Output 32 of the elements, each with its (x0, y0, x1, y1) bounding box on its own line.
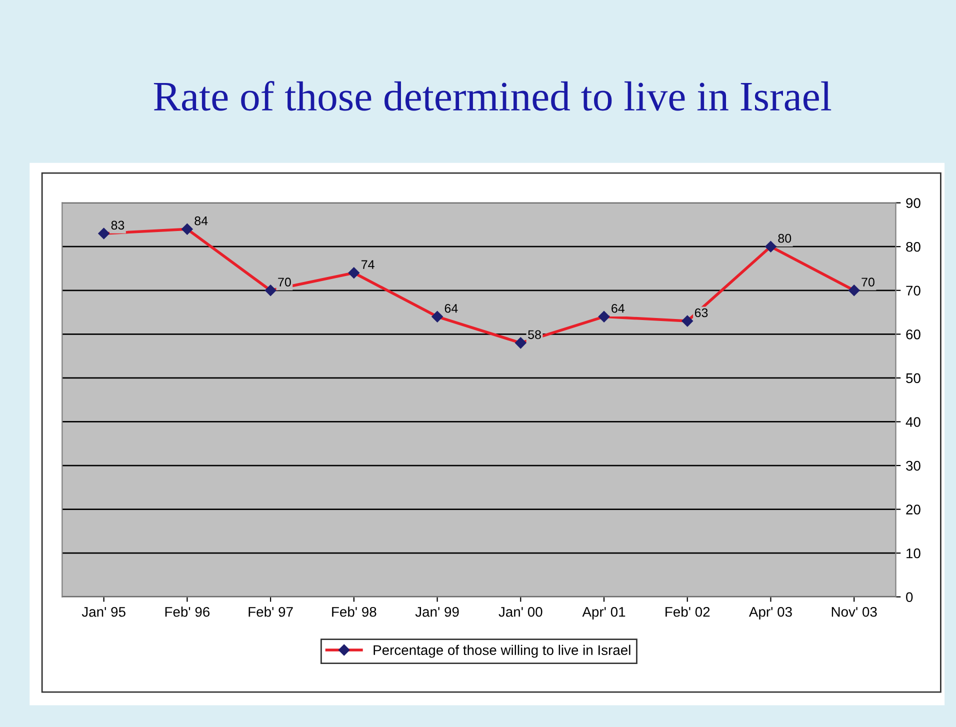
data-label: 70 (278, 278, 291, 287)
chart-title: Rate of those determined to live in Israel (154, 81, 832, 111)
y-tick-label: 0 (906, 592, 913, 602)
x-tick-label: Feb' 96 (165, 606, 210, 617)
x-tick-label: Apr' 01 (582, 606, 626, 620)
y-tick-label: 70 (906, 286, 920, 296)
y-tick-label: 10 (906, 548, 920, 558)
y-tick-label: 90 (906, 198, 920, 208)
data-label: 64 (612, 304, 624, 313)
y-tick-label: 80 (906, 242, 920, 252)
y-tick-label: 60 (906, 330, 920, 340)
data-label: 63 (694, 308, 708, 318)
data-label: 83 (111, 220, 124, 230)
data-label: 64 (444, 304, 458, 313)
data-label: 58 (528, 330, 541, 340)
x-tick-label: Feb' 97 (248, 606, 293, 617)
data-label: 74 (361, 260, 374, 269)
data-label: 80 (778, 234, 792, 243)
y-tick-label: 50 (906, 373, 920, 384)
x-tick-label: Feb' 02 (666, 606, 710, 617)
x-tick-label: Feb' 98 (332, 606, 376, 617)
x-tick-label: Jan' 99 (415, 606, 459, 617)
data-label: 70 (862, 278, 874, 287)
x-tick-label: Jan' 00 (498, 606, 542, 617)
legend-label: Percentage of those willing to live in Israel (374, 644, 630, 658)
y-tick-label: 30 (906, 460, 920, 471)
x-tick-label: Nov' 03 (832, 606, 877, 617)
x-tick-label: Apr' 03 (748, 606, 792, 620)
x-tick-label: Jan' 95 (82, 606, 126, 617)
y-tick-label: 40 (906, 417, 920, 427)
y-tick-label: 20 (906, 504, 920, 514)
data-label: 84 (194, 216, 208, 226)
